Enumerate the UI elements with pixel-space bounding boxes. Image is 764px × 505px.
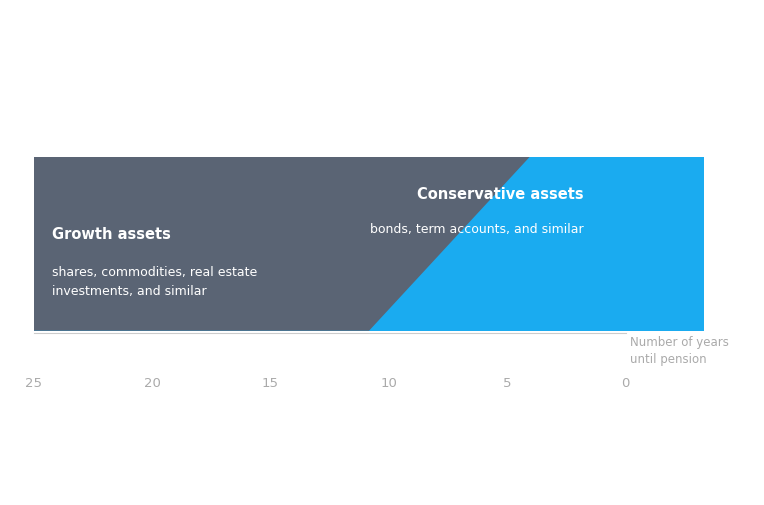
Text: Conservative assets: Conservative assets xyxy=(417,187,584,203)
Text: Number of years
until pension: Number of years until pension xyxy=(630,336,728,366)
Text: shares, commodities, real estate
investments, and similar: shares, commodities, real estate investm… xyxy=(53,266,257,298)
Text: Growth assets: Growth assets xyxy=(53,227,171,242)
Polygon shape xyxy=(34,157,530,331)
Text: bonds, term accounts, and similar: bonds, term accounts, and similar xyxy=(370,223,584,236)
